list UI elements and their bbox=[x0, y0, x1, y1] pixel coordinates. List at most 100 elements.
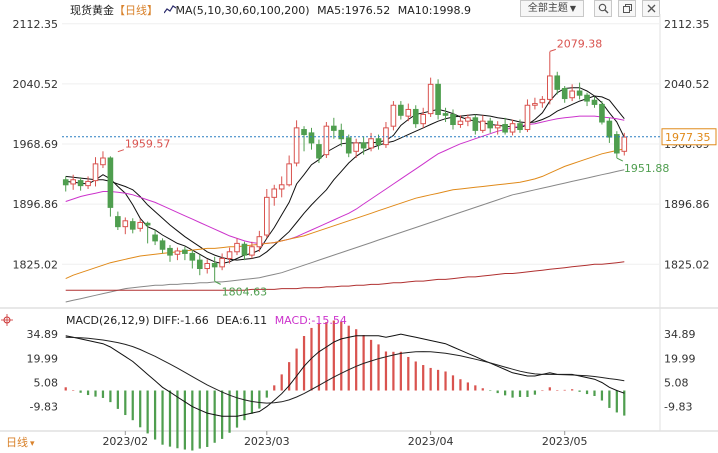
candle-body bbox=[353, 142, 359, 152]
candle-body bbox=[167, 247, 173, 256]
macd-histogram-bar bbox=[176, 390, 179, 449]
candle-body bbox=[316, 144, 322, 159]
macd-histogram-bar bbox=[459, 379, 462, 391]
candle-body bbox=[249, 246, 255, 256]
x-tick-label: 2023/05 bbox=[542, 435, 588, 448]
macd-histogram-bar bbox=[288, 362, 291, 391]
macd-histogram-bar bbox=[526, 390, 529, 397]
ma-legend-icon bbox=[163, 5, 176, 15]
price-annotation: 1959.57 bbox=[125, 138, 170, 151]
theme-label: 全部主题 bbox=[527, 3, 568, 14]
price-y-tick-left: 1896.86 bbox=[13, 198, 59, 211]
candle-body bbox=[524, 104, 531, 131]
candle-body bbox=[368, 138, 374, 149]
macd-histogram-bar bbox=[94, 390, 97, 397]
candle-body bbox=[152, 234, 158, 242]
macd-histogram-bar bbox=[302, 336, 306, 391]
macd-histogram-bar bbox=[340, 321, 343, 391]
macd-histogram-bar bbox=[139, 390, 142, 428]
macd-histogram-bar bbox=[206, 390, 209, 447]
macd-histogram-bar bbox=[563, 389, 566, 391]
macd-histogram-bar bbox=[422, 365, 425, 391]
candle-body bbox=[599, 103, 605, 123]
search-button[interactable] bbox=[594, 0, 612, 17]
candle-body bbox=[338, 129, 345, 140]
macd-histogram-bar bbox=[362, 335, 365, 391]
macd-histogram-bar bbox=[72, 390, 75, 391]
candle-body bbox=[398, 104, 404, 116]
window-button[interactable] bbox=[618, 0, 636, 17]
chevron-down-icon: ▾ bbox=[30, 439, 35, 449]
macd-histogram-bar bbox=[496, 390, 499, 394]
candle-body bbox=[219, 257, 225, 268]
x-tick-label: 2023/03 bbox=[244, 435, 290, 448]
macd-histogram-bar bbox=[273, 385, 276, 391]
candle-body bbox=[122, 220, 129, 228]
ma-line-ma30 bbox=[65, 115, 625, 244]
macd-histogram-bar bbox=[258, 390, 261, 409]
candle-body bbox=[502, 124, 508, 133]
candle-body bbox=[584, 94, 590, 102]
period-tab[interactable]: 日线 ▾ bbox=[0, 434, 46, 451]
candle-body bbox=[375, 138, 382, 146]
macd-y-tick-left: 19.99 bbox=[27, 352, 59, 365]
period-label[interactable]: 【日线】 bbox=[114, 4, 158, 17]
candle-body bbox=[256, 236, 263, 248]
macd-histogram-bar bbox=[533, 390, 537, 395]
candle-body bbox=[465, 117, 471, 122]
price-y-tick-right: 2040.52 bbox=[664, 78, 710, 91]
macd-histogram-bar bbox=[518, 390, 522, 397]
candle-body bbox=[92, 163, 99, 182]
candle-body bbox=[360, 142, 367, 149]
candle-body bbox=[278, 184, 285, 190]
macd-histogram-bar bbox=[250, 390, 254, 414]
candle-body bbox=[606, 120, 613, 138]
macd-y-tick-right: 5.08 bbox=[664, 376, 689, 389]
macd-dea-line bbox=[65, 336, 625, 404]
restore-icon bbox=[622, 4, 632, 13]
candle-body bbox=[569, 90, 575, 99]
candle-body bbox=[77, 180, 84, 187]
macd-histogram-bar bbox=[489, 390, 492, 392]
price-y-tick-left: 2040.52 bbox=[13, 78, 59, 91]
x-tick-label: 2023/02 bbox=[102, 435, 148, 448]
macd-histogram-bar bbox=[325, 322, 328, 391]
candle-body bbox=[308, 132, 315, 144]
x-tick-label: 2023/04 bbox=[408, 435, 454, 448]
candle-body bbox=[286, 163, 292, 186]
candle-body bbox=[323, 125, 330, 156]
ma-line-ma100 bbox=[65, 169, 625, 303]
macd-histogram-bar bbox=[377, 344, 380, 391]
macd-histogram-bar bbox=[295, 348, 298, 391]
candle-body bbox=[85, 180, 91, 187]
candle-body bbox=[345, 137, 352, 154]
candle-body bbox=[472, 117, 479, 131]
candle-body bbox=[107, 157, 114, 208]
macd-histogram-bar bbox=[221, 390, 224, 439]
instrument-name: 现货黄金 bbox=[70, 4, 114, 17]
candle-body bbox=[115, 216, 121, 228]
macd-histogram-bar bbox=[451, 375, 455, 391]
theme-select[interactable]: 全部主题 ▼ bbox=[520, 0, 584, 17]
macd-y-tick-left: -9.83 bbox=[30, 400, 58, 413]
macd-histogram-bar bbox=[384, 351, 388, 391]
ma5-label: MA5:1976.52 bbox=[317, 4, 391, 17]
macd-histogram-bar bbox=[310, 327, 313, 391]
price-annotation: 1951.88 bbox=[624, 162, 670, 175]
candle-body bbox=[182, 249, 188, 254]
candle-body bbox=[412, 108, 419, 125]
macd-histogram-bar bbox=[556, 390, 559, 391]
candle-body bbox=[494, 124, 501, 129]
macd-y-tick-right: 19.99 bbox=[664, 352, 696, 365]
crosshair-icon[interactable] bbox=[1, 311, 13, 326]
close-button[interactable] bbox=[642, 0, 660, 17]
macd-y-tick-right: -9.83 bbox=[664, 400, 692, 413]
price-y-tick-right: 2112.35 bbox=[664, 18, 710, 31]
macd-histogram-bar bbox=[466, 382, 469, 391]
candle-body bbox=[427, 83, 434, 115]
macd-histogram-bar bbox=[161, 390, 164, 445]
candle-body bbox=[331, 125, 337, 131]
candle-body bbox=[450, 113, 456, 126]
macd-dea-label: DEA:6.11 bbox=[216, 314, 268, 327]
